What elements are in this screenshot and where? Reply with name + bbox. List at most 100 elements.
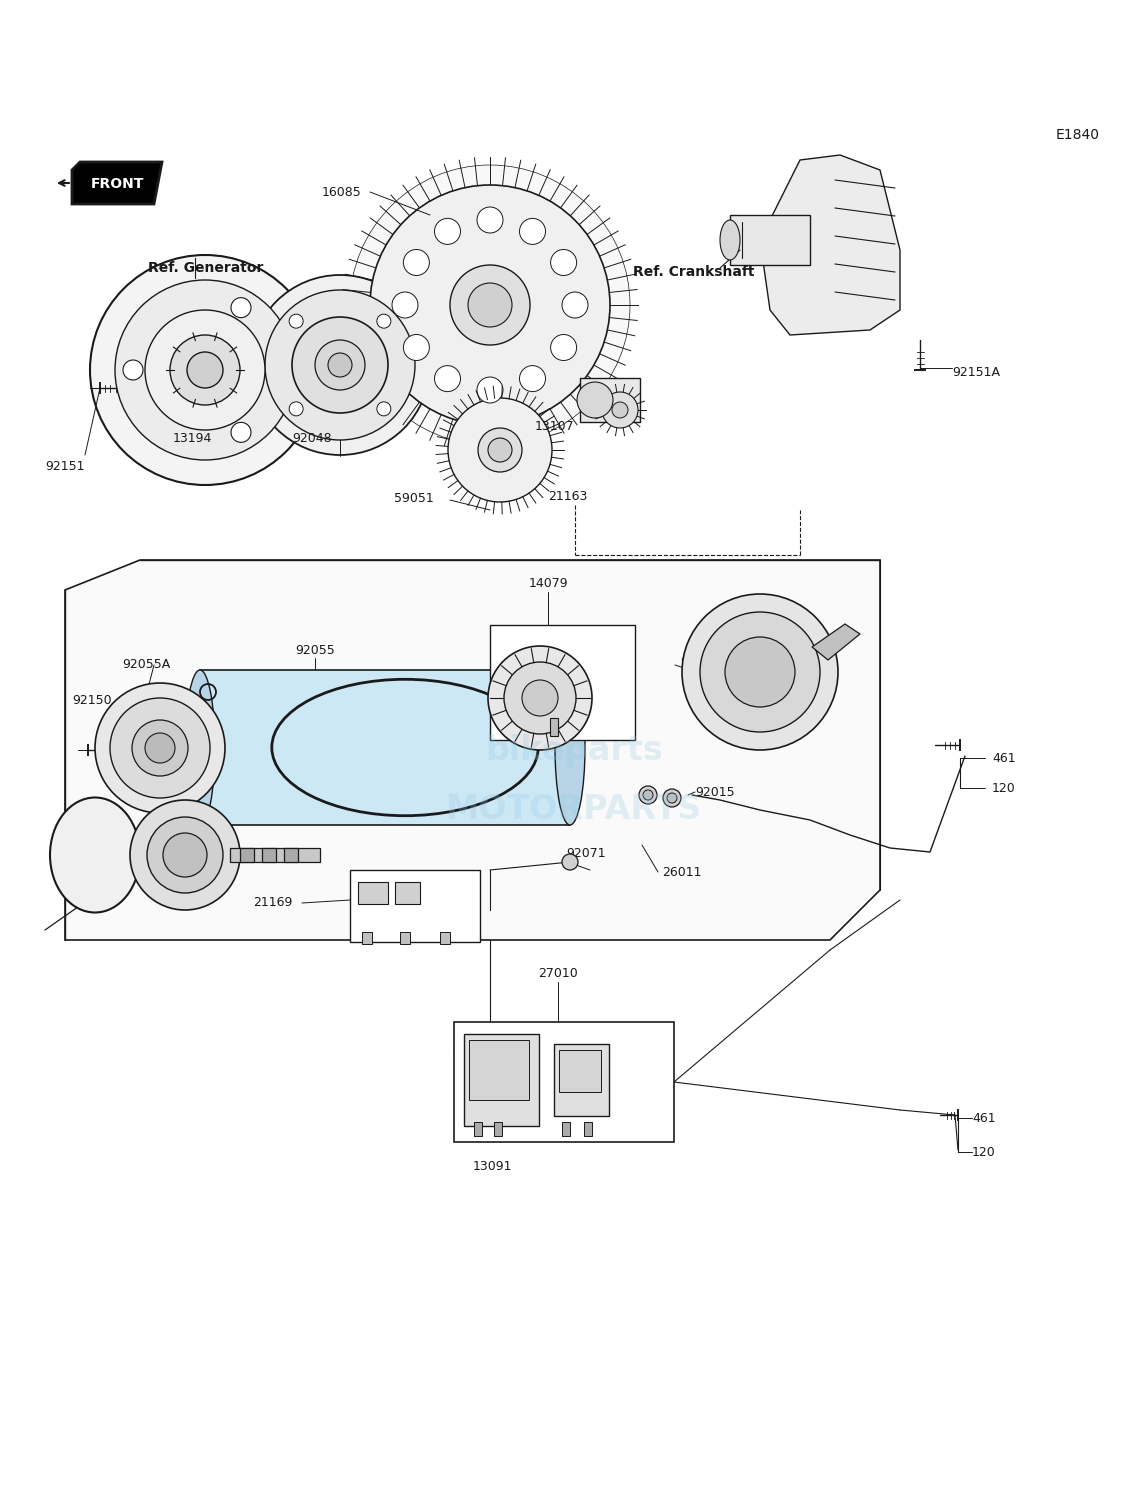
Bar xyxy=(395,883,420,904)
Polygon shape xyxy=(65,560,881,940)
Polygon shape xyxy=(812,624,860,660)
Text: 92055: 92055 xyxy=(63,836,103,848)
Circle shape xyxy=(110,698,210,799)
Text: 120: 120 xyxy=(972,1145,995,1159)
Text: FRONT: FRONT xyxy=(91,177,144,191)
Text: 21169: 21169 xyxy=(253,896,292,910)
Circle shape xyxy=(551,335,576,360)
Circle shape xyxy=(163,833,207,877)
Circle shape xyxy=(488,645,592,750)
Circle shape xyxy=(145,732,174,763)
Circle shape xyxy=(577,381,613,417)
Text: 92071: 92071 xyxy=(566,847,606,860)
Bar xyxy=(358,883,388,904)
Circle shape xyxy=(90,255,320,485)
Circle shape xyxy=(350,165,630,444)
Circle shape xyxy=(377,314,390,329)
Circle shape xyxy=(563,854,577,871)
Circle shape xyxy=(145,311,265,429)
Circle shape xyxy=(667,793,677,803)
Circle shape xyxy=(289,402,303,416)
Ellipse shape xyxy=(51,797,140,913)
Ellipse shape xyxy=(185,669,215,826)
Circle shape xyxy=(612,402,628,417)
Bar xyxy=(440,932,450,944)
Circle shape xyxy=(468,284,512,327)
Text: 21163: 21163 xyxy=(548,489,588,503)
Bar xyxy=(730,215,810,266)
Circle shape xyxy=(726,636,796,707)
Circle shape xyxy=(478,377,503,402)
Circle shape xyxy=(504,662,576,734)
Circle shape xyxy=(551,249,576,276)
Text: 92048: 92048 xyxy=(293,432,332,444)
Text: 59051: 59051 xyxy=(394,492,434,504)
Circle shape xyxy=(289,314,303,329)
Circle shape xyxy=(664,790,681,808)
Bar xyxy=(400,932,410,944)
Circle shape xyxy=(700,612,820,732)
Bar xyxy=(554,1045,608,1117)
Bar xyxy=(230,848,320,862)
Text: 120: 120 xyxy=(992,782,1016,794)
Circle shape xyxy=(377,402,390,416)
Text: 14079: 14079 xyxy=(528,576,568,590)
Circle shape xyxy=(123,360,144,380)
Circle shape xyxy=(563,293,588,318)
Circle shape xyxy=(187,353,223,387)
Bar xyxy=(200,669,571,826)
Circle shape xyxy=(231,422,251,443)
Bar xyxy=(584,1123,592,1136)
Circle shape xyxy=(403,335,429,360)
Text: 92055B: 92055B xyxy=(122,755,170,769)
Circle shape xyxy=(147,817,223,893)
Circle shape xyxy=(643,790,653,800)
Polygon shape xyxy=(760,155,900,335)
Bar xyxy=(550,717,558,735)
Bar xyxy=(580,378,639,422)
Text: Ref. Generator: Ref. Generator xyxy=(148,261,263,275)
Circle shape xyxy=(450,266,530,345)
Text: 92015: 92015 xyxy=(695,785,735,799)
Text: 92022: 92022 xyxy=(680,656,720,669)
Circle shape xyxy=(522,680,558,716)
Circle shape xyxy=(448,398,552,501)
Circle shape xyxy=(391,293,418,318)
Text: 26011: 26011 xyxy=(662,866,701,878)
Ellipse shape xyxy=(720,221,740,260)
Bar xyxy=(490,624,635,740)
Text: 461: 461 xyxy=(972,1112,995,1124)
Text: 92151: 92151 xyxy=(45,459,85,473)
Text: 13194: 13194 xyxy=(172,432,211,444)
Circle shape xyxy=(478,207,503,233)
Bar xyxy=(563,1123,571,1136)
Circle shape xyxy=(115,281,295,459)
Circle shape xyxy=(231,297,251,318)
Circle shape xyxy=(315,341,365,390)
Text: E1840: E1840 xyxy=(1056,128,1100,143)
Circle shape xyxy=(602,392,638,428)
Text: 21040: 21040 xyxy=(543,632,583,644)
Circle shape xyxy=(639,787,657,805)
Circle shape xyxy=(434,366,460,392)
Circle shape xyxy=(488,438,512,462)
Bar xyxy=(464,1034,540,1126)
Text: bikeparts
MOTORPARTS: bikeparts MOTORPARTS xyxy=(445,734,703,826)
Circle shape xyxy=(292,317,388,413)
Text: 92150: 92150 xyxy=(72,693,111,707)
Circle shape xyxy=(478,428,522,471)
Text: 461: 461 xyxy=(992,752,1016,764)
Circle shape xyxy=(520,218,545,245)
Circle shape xyxy=(520,366,545,392)
Text: 92055: 92055 xyxy=(295,644,335,657)
Bar xyxy=(240,848,254,862)
Circle shape xyxy=(434,218,460,245)
Text: 27010: 27010 xyxy=(538,967,577,980)
Bar xyxy=(362,932,372,944)
Circle shape xyxy=(95,683,225,814)
Circle shape xyxy=(403,249,429,276)
Circle shape xyxy=(132,720,188,776)
Bar xyxy=(494,1123,502,1136)
Bar xyxy=(559,1051,602,1093)
Circle shape xyxy=(682,594,838,750)
